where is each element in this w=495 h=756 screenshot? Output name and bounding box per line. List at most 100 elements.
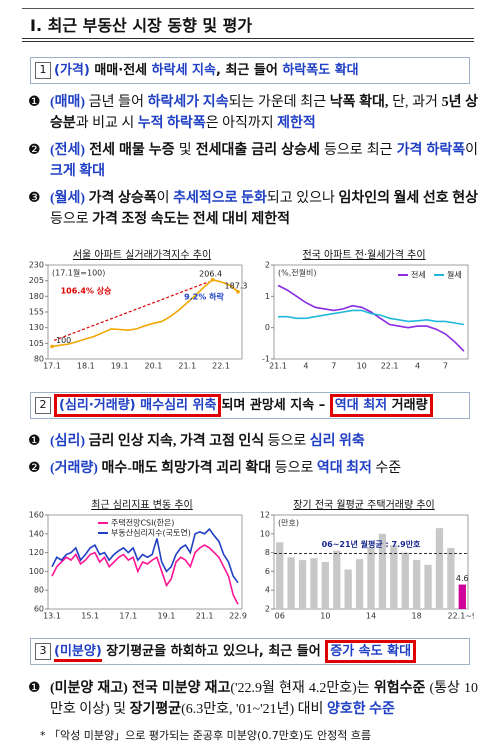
text-segment: 양호한 수준 (326, 702, 395, 717)
text-segment: ('22.9월 현재 4.2만호)는 (230, 681, 374, 696)
bullet-marker: ❶ (28, 433, 41, 449)
reference-label: 06~21년 월평균 : 7.9만호 (322, 539, 421, 549)
bullet: ❶ (심리) 금리 인상 지속, 가격 고점 인식 등으로 심리 위축 (28, 431, 478, 452)
y-tick-label: 180 (29, 292, 44, 301)
plot-frame (47, 514, 243, 610)
x-tick-label: 7 (331, 362, 336, 371)
text-segment: 이 (156, 191, 174, 206)
text-segment: , 최근 들어 (215, 63, 283, 78)
bar (447, 547, 455, 609)
bullet: ❶ (미분양 재고) 전국 미분양 재고('22.9월 현재 4.2만호)는 위험… (28, 678, 478, 720)
bullet-marker: ❶ (28, 94, 41, 110)
y-tick-label: 130 (29, 323, 44, 332)
y-tick-label: 140 (29, 529, 44, 538)
text-segment: 전국 미분양 재고 (127, 681, 231, 696)
text-segment: 위험수준 (373, 681, 426, 696)
x-tick-label: 22.1 (381, 362, 399, 371)
text-segment: 등으로 (50, 212, 93, 227)
data-label: 206.4 (199, 269, 222, 278)
text-segment: 이 (465, 143, 479, 158)
chart: 2 4 6 8 10 12 06 10 14 18 22.1~9 (만호) 4.6 06~21년 월평균 … (260, 511, 474, 621)
x-tick-label: 21.1 (178, 362, 196, 371)
text-segment: 매수심리 위축 (135, 398, 217, 413)
section-number: 1 (35, 62, 51, 79)
text-segment: 누적 하락폭 (137, 116, 206, 131)
x-tick-label: 14 (366, 612, 376, 621)
y-tick-label: 2 (265, 261, 270, 270)
bar (390, 545, 398, 609)
text-segment: (미분양) (54, 644, 102, 662)
x-tick-label: 19.1 (111, 362, 129, 371)
x-tick-label: 17.1 (43, 362, 61, 371)
data-line (278, 309, 465, 326)
bar (435, 528, 444, 609)
y-tick-label: -1 (262, 355, 270, 364)
bullet: ❶ (매매) 금년 들어 하락세가 지속되는 가운데 최근 낙폭 확대, 단, 과… (28, 92, 478, 134)
x-tick-label: 18.1 (77, 362, 95, 371)
y-tick-label: 120 (29, 548, 44, 557)
bullet-marker: ❸ (28, 190, 41, 206)
chart-title: 서울 아파트 실거래가격지수 추이 (72, 250, 212, 261)
data-line (277, 284, 465, 352)
data-line (51, 527, 239, 584)
y-tick-label: 10 (260, 529, 270, 538)
bullet-list: ❶ (미분양 재고) 전국 미분양 재고('22.9월 현재 4.2만호)는 위험… (28, 678, 478, 726)
bar (412, 560, 421, 609)
chart-note: (%,전월비) (278, 268, 316, 278)
data-point (210, 277, 215, 282)
bar (378, 533, 387, 609)
x-tick-label: 4 (303, 362, 308, 371)
text-segment: 되고 있으나 (266, 191, 339, 206)
text-segment: 역대 최저 (334, 398, 388, 413)
plot-frame (273, 264, 469, 360)
y-tick-label: 230 (29, 261, 44, 270)
x-tick-label: 13.1 (43, 612, 61, 621)
annotation: 9.2% 하락 (184, 292, 224, 302)
y-tick-label: 0 (265, 323, 270, 332)
text-segment: 매매·전세 (89, 63, 152, 78)
section-heading: 1 (가격) 매매·전세 하락세 지속, 최근 들어 하락폭도 확대 (30, 57, 470, 84)
text-segment: 및 (174, 143, 196, 158)
chart-title: 최근 심리지표 변동 추이 (91, 500, 193, 511)
bar (276, 542, 284, 609)
text-segment: 가격 하락폭 (396, 143, 466, 158)
text-segment: 은 아직까지 (205, 116, 278, 131)
trend-arrow (53, 281, 209, 342)
y-tick-label: 1 (265, 292, 270, 301)
text-segment: 증가 속도 확대 (330, 644, 412, 659)
x-tick-label: 18 (412, 612, 422, 621)
data-label: 4.6 (456, 574, 469, 583)
bar (367, 546, 375, 609)
text-segment: 임차인의 월세 선호 현상 (338, 191, 478, 206)
y-tick-label: 60 (34, 605, 44, 614)
legend-label: 월세 (447, 270, 462, 280)
text-segment: 하락세 지속 (151, 63, 216, 78)
chart: -1 0 1 2 21.1 4 7 10 22.1 4 7 (%,전월비) 전세 월세 (262, 261, 469, 371)
y-tick-label: 205 (29, 276, 44, 285)
bar (401, 552, 409, 609)
bullet-list: ❶ (매매) 금년 들어 하락세가 지속되는 가운데 최근 낙폭 확대, 단, 과… (28, 92, 478, 236)
x-tick-label: 20.1 (145, 362, 163, 371)
x-tick-label: 06 (275, 612, 285, 621)
y-tick-label: 2 (265, 605, 270, 614)
bar (310, 558, 318, 609)
text-segment: 등으로 최근 (319, 143, 397, 158)
text-segment: 되며 관망세 지속 – (221, 398, 330, 413)
bar (287, 557, 295, 609)
text-segment: (심리) (50, 434, 86, 449)
text-segment: (가격) (54, 63, 90, 78)
section-number: 3 (35, 643, 51, 660)
data-label: 187.3 (225, 281, 248, 290)
bar (321, 562, 330, 609)
section-heading: 3 (미분양) 장기평균을 하회하고 있으나, 최근 들어 증가 속도 확대 (30, 638, 470, 665)
text-segment: 역대 최저 (316, 461, 372, 476)
legend-label: 주택전망CSI(한은) (111, 518, 174, 528)
text-segment: (매매) (50, 95, 86, 110)
x-tick-label: 15.1 (81, 612, 99, 621)
text-segment: 전세대출 금리 상승세 (195, 143, 320, 158)
text-segment: 되는 가운데 최근 (228, 95, 330, 110)
x-tick-label: 10 (320, 612, 330, 621)
text-segment: 추세적으로 둔화 (173, 191, 267, 206)
x-tick-label: 19.1 (158, 612, 176, 621)
